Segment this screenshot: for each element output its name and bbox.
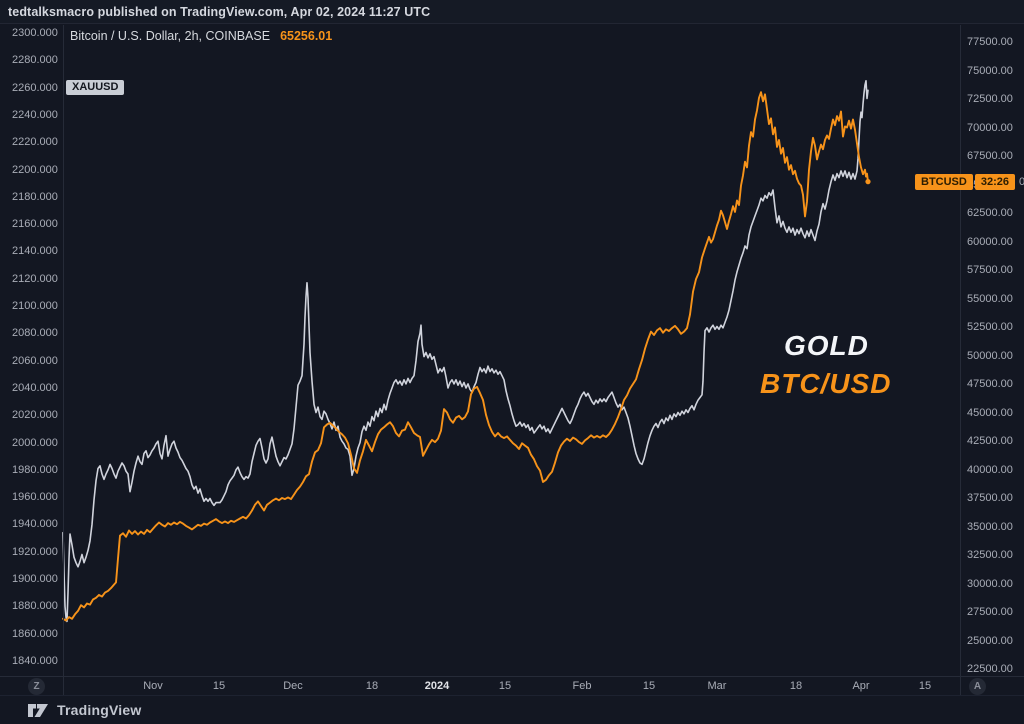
left-axis-label: 2300.000 [12,27,58,39]
time-axis-label: Dec [283,680,303,692]
chart-area[interactable]: 2300.000 2280.000 2260.000 2240.000 2220.000… [0,25,1024,695]
time-axis[interactable]: Nov 15 Dec 18 2024 15 Feb 15 Mar 18 Apr 15 Z A [0,676,1024,696]
left-axis-divider [63,25,64,695]
btcusd-badge-symbol: BTCUSD [915,173,973,190]
left-axis-label: 2080.000 [12,327,58,340]
left-axis-label: 2040.000 [12,381,58,394]
left-axis-label: 2160.000 [12,218,58,231]
symbol-title: Bitcoin / U.S. Dollar, 2h, COINBASE [70,29,271,43]
time-axis-label: 15 [918,680,932,692]
left-axis-label: 2240.000 [12,108,58,121]
time-axis-label: Nov [143,680,163,692]
left-axis-label: 2260.000 [12,81,58,94]
price-chart-canvas[interactable] [0,25,1024,695]
right-axis-label: 57500.00 [967,264,1013,276]
covered-axis-label-remainder: 00 [1018,175,1024,188]
left-axis-label: 1840.000 [12,655,58,667]
auto-scale-button[interactable]: A [969,678,986,695]
last-price-marker [865,179,871,185]
right-axis-label: 70000.00 [967,121,1013,134]
right-axis-label: 72500.00 [967,93,1013,105]
left-axis-label: 2000.000 [12,436,58,449]
tradingview-logo-icon[interactable] [28,703,49,718]
footer-bar: TradingView [0,695,1024,724]
left-axis-label: 1940.000 [12,518,58,531]
xauusd-overlay-label: XAUUSD [72,81,119,93]
right-axis-label: 25000.00 [967,634,1013,647]
time-axis-left-divider [63,677,64,696]
right-axis-label: 42500.00 [967,435,1013,447]
right-axis-label: 32500.00 [967,549,1013,561]
right-axis-label: 50000.00 [967,349,1013,362]
left-axis-label: 1900.000 [12,573,58,586]
time-axis-label: Feb [572,680,592,692]
time-axis-label: 15 [642,680,656,692]
right-axis-label: 75000.00 [967,64,1013,77]
right-axis-label: 40000.00 [967,463,1013,476]
left-axis-label: 1980.000 [12,463,58,476]
time-axis-label: 15 [212,680,226,692]
left-axis-label: 2120.000 [12,272,58,285]
left-axis-label: 2220.000 [12,136,58,149]
right-axis-label: 60000.00 [967,235,1013,248]
left-axis-label: 2180.000 [12,190,58,203]
last-price: 65256.01 [280,29,333,43]
time-axis-label: 18 [789,680,803,692]
series-gold-line [62,79,869,623]
timezone-button[interactable]: Z [28,678,45,695]
left-axis-label: 1920.000 [12,545,58,558]
time-axis-label: 18 [365,680,379,692]
left-axis-label: 2280.000 [12,54,58,67]
left-axis-label: 1880.000 [12,600,58,613]
right-axis-label: 45000.00 [967,406,1013,419]
time-axis-label: 15 [498,680,512,692]
right-axis-label: 37500.00 [967,492,1013,504]
left-axis-label: 2060.000 [12,354,58,367]
left-axis-label: 2100.000 [12,300,58,313]
btcusd-annotation: BTC/USD [760,368,892,399]
time-axis-label: Mar [707,680,727,692]
right-axis-divider [960,25,961,695]
left-axis-label: 2020.000 [12,409,58,422]
btcusd-price-badge: BTCUSD 32:26 00 [915,173,1024,190]
symbol-legend[interactable]: Bitcoin / U.S. Dollar, 2h, COINBASE 6525… [70,29,332,43]
published-bar-text: tedtalksmacro published on TradingView.c… [8,4,431,19]
right-axis-label: 27500.00 [967,606,1013,618]
time-axis-right-divider [960,677,961,696]
tradingview-wordmark[interactable]: TradingView [57,702,142,718]
time-axis-label: 2024 [424,680,450,692]
time-axis-label: Apr [852,680,870,692]
right-axis-label: 47500.00 [967,378,1013,390]
series-btc-line [62,91,869,622]
left-axis-label: 2200.000 [12,163,58,176]
gold-annotation: GOLD [784,330,869,361]
btcusd-badge-countdown: 32:26 [974,173,1015,190]
right-axis-label: 52500.00 [967,321,1013,333]
right-axis-label: 30000.00 [967,577,1013,590]
right-axis-label: 22500.00 [967,663,1013,675]
right-axis-label: 67500.00 [967,150,1013,162]
left-axis-label: 2140.000 [12,245,58,258]
left-axis-label: 1960.000 [12,491,58,504]
right-axis-label: 55000.00 [967,292,1013,305]
right-axis-label: 35000.00 [967,520,1013,533]
left-axis-label: 1860.000 [12,627,58,640]
right-axis-label: 77500.00 [967,36,1013,48]
published-bar: tedtalksmacro published on TradingView.c… [0,0,1024,24]
xauusd-overlay-badge[interactable]: XAUUSD [66,80,125,95]
right-axis-label: 62500.00 [967,207,1013,219]
